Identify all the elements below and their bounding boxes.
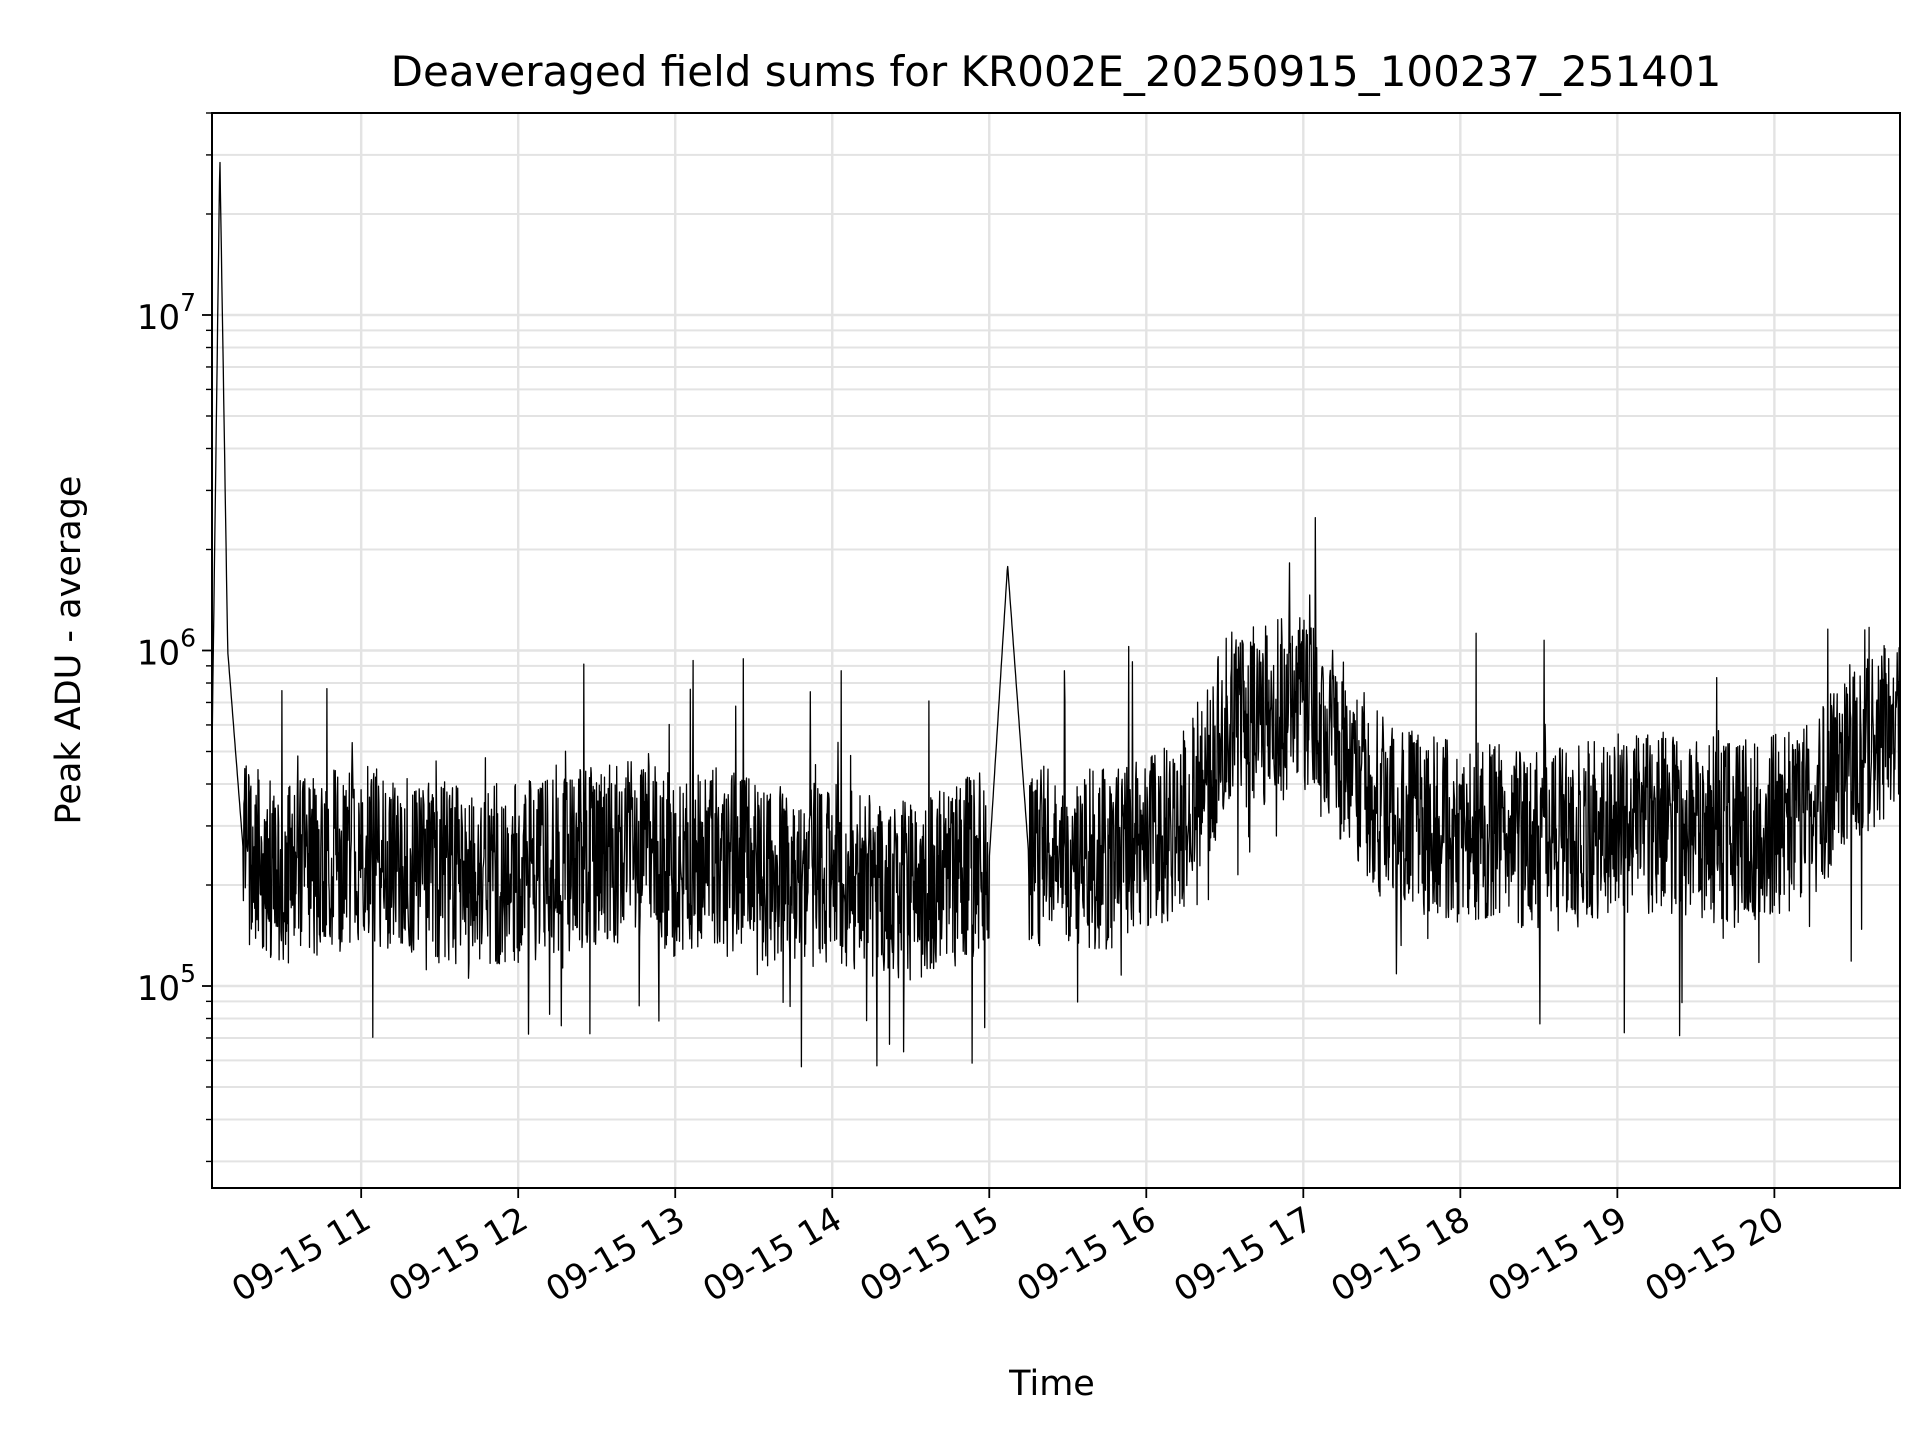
y-axis: 105 106 107 [137,288,196,1009]
series-group [211,161,1901,1068]
x-axis-label: Time [1008,1364,1095,1404]
series-line [211,161,1901,1068]
y-axis-label: Peak ADU - average [49,476,89,825]
chart-title: Deaveraged field sums for KR002E_2025091… [391,47,1722,96]
y-tick-label: 106 [137,624,196,674]
y-tick-label: 105 [137,959,196,1009]
plot-frame [211,112,1901,1189]
y-tick-label: 107 [137,288,196,338]
